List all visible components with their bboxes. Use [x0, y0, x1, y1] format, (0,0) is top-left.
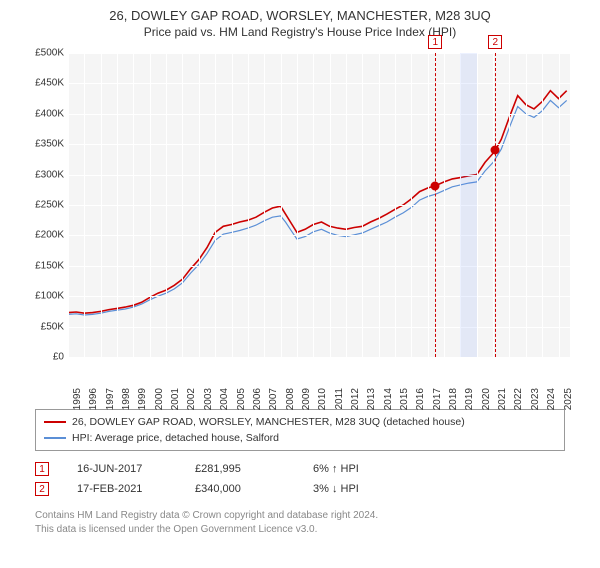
- series-line-1: [68, 100, 567, 315]
- event-price: £340,000: [195, 483, 285, 495]
- legend-item: 26, DOWLEY GAP ROAD, WORSLEY, MANCHESTER…: [44, 414, 556, 430]
- x-axis-label: 2004: [219, 388, 230, 410]
- x-axis-label: 2015: [399, 388, 410, 410]
- event-marker: [491, 146, 500, 155]
- event-price: £281,995: [195, 463, 285, 475]
- legend-label: HPI: Average price, detached house, Salf…: [72, 432, 279, 444]
- y-axis-label: £150K: [20, 260, 64, 271]
- event-date: 16-JUN-2017: [77, 463, 167, 475]
- event-marker: [431, 181, 440, 190]
- events-table: 1 16-JUN-2017 £281,995 6% ↑ HPI 2 17-FEB-2021…: [35, 459, 565, 499]
- x-axis-label: 2013: [366, 388, 377, 410]
- x-axis-label: 2011: [334, 388, 345, 410]
- event-row: 1 16-JUN-2017 £281,995 6% ↑ HPI: [35, 459, 565, 479]
- x-axis-label: 2005: [236, 388, 247, 410]
- y-axis-label: £200K: [20, 230, 64, 241]
- y-axis-label: £500K: [20, 48, 64, 59]
- y-axis-label: £450K: [20, 78, 64, 89]
- y-axis-label: £400K: [20, 108, 64, 119]
- event-row-badge: 2: [35, 482, 49, 496]
- event-line: [435, 53, 436, 357]
- footer-line-1: Contains HM Land Registry data © Crown c…: [35, 509, 565, 523]
- x-axis-label: 2022: [513, 388, 524, 410]
- x-axis-label: 2008: [285, 388, 296, 410]
- x-axis-label: 1997: [105, 388, 116, 410]
- x-axis-label: 2018: [448, 388, 459, 410]
- event-badge: 2: [488, 35, 502, 49]
- legend-label: 26, DOWLEY GAP ROAD, WORSLEY, MANCHESTER…: [72, 416, 465, 428]
- chart-title: 26, DOWLEY GAP ROAD, WORSLEY, MANCHESTER…: [0, 8, 600, 23]
- event-row: 2 17-FEB-2021 £340,000 3% ↓ HPI: [35, 479, 565, 499]
- legend-swatch: [44, 421, 66, 423]
- x-axis-label: 2006: [252, 388, 263, 410]
- footer-line-2: This data is licensed under the Open Gov…: [35, 523, 565, 537]
- x-axis-label: 2001: [170, 388, 181, 410]
- event-band: [460, 53, 476, 357]
- x-axis-label: 2021: [497, 388, 508, 410]
- x-axis-label: 2017: [432, 388, 443, 410]
- y-axis-label: £250K: [20, 200, 64, 211]
- x-axis-label: 1995: [72, 388, 83, 410]
- x-axis-label: 2003: [203, 388, 214, 410]
- chart-area: £0 £50K £100K £150K £200K £250K £300K £350K £400…: [20, 43, 580, 403]
- x-axis-label: 2009: [301, 388, 312, 410]
- event-line: [495, 53, 496, 357]
- x-axis-label: 1999: [137, 388, 148, 410]
- x-axis-label: 2002: [186, 388, 197, 410]
- footer-attribution: Contains HM Land Registry data © Crown c…: [35, 509, 565, 536]
- series-line-0: [68, 91, 567, 314]
- x-axis-label: 2007: [268, 388, 279, 410]
- x-axis-label: 1998: [121, 388, 132, 410]
- legend: 26, DOWLEY GAP ROAD, WORSLEY, MANCHESTER…: [35, 409, 565, 451]
- event-badge: 1: [428, 35, 442, 49]
- event-date: 17-FEB-2021: [77, 483, 167, 495]
- y-axis-label: £100K: [20, 291, 64, 302]
- x-axis-label: 2014: [383, 388, 394, 410]
- chart-container: 26, DOWLEY GAP ROAD, WORSLEY, MANCHESTER…: [0, 8, 600, 568]
- x-axis-label: 2020: [481, 388, 492, 410]
- event-delta: 3% ↓ HPI: [313, 483, 403, 495]
- y-axis-label: £0: [20, 352, 64, 363]
- x-axis-label: 2016: [415, 388, 426, 410]
- x-axis-label: 1996: [88, 388, 99, 410]
- x-axis-label: 2019: [464, 388, 475, 410]
- event-delta: 6% ↑ HPI: [313, 463, 403, 475]
- plot-area: [68, 53, 570, 357]
- y-axis-label: £300K: [20, 169, 64, 180]
- legend-item: HPI: Average price, detached house, Salf…: [44, 430, 556, 446]
- x-axis-label: 2010: [317, 388, 328, 410]
- event-row-badge: 1: [35, 462, 49, 476]
- x-axis-label: 2023: [530, 388, 541, 410]
- x-axis-label: 2012: [350, 388, 361, 410]
- legend-swatch: [44, 437, 66, 439]
- y-axis-label: £50K: [20, 321, 64, 332]
- x-axis-label: 2024: [546, 388, 557, 410]
- x-axis-label: 2000: [154, 388, 165, 410]
- x-axis-label: 2025: [563, 388, 574, 410]
- chart-subtitle: Price paid vs. HM Land Registry's House …: [0, 25, 600, 39]
- y-axis-label: £350K: [20, 139, 64, 150]
